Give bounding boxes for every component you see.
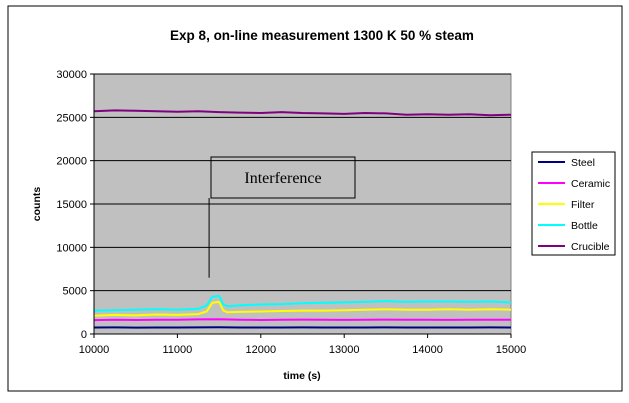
legend-label-steel: Steel (571, 157, 595, 169)
y-tick-label: 30000 (56, 69, 87, 81)
x-tick-label: 10000 (79, 344, 110, 356)
annotation-text: Interference (244, 170, 321, 187)
y-tick-label: 10000 (56, 242, 87, 254)
legend-label-bottle: Bottle (571, 220, 598, 232)
x-tick-label: 15000 (496, 344, 527, 356)
legend-label-filter: Filter (571, 199, 595, 211)
legend-label-ceramic: Ceramic (571, 178, 610, 190)
legend-label-crucible: Crucible (571, 241, 610, 253)
legend: Steel Ceramic Filter Bottle Crucible (532, 152, 615, 255)
y-axis-label: counts (31, 187, 43, 222)
x-tick-label: 13000 (329, 344, 360, 356)
x-axis-label: time (s) (283, 370, 320, 382)
x-tick-label: 14000 (412, 344, 443, 356)
y-tick-label: 0 (81, 329, 87, 341)
y-tick-label: 20000 (56, 156, 87, 168)
chart-title: Exp 8, on-line measurement 1300 K 50 % s… (170, 28, 474, 43)
x-tick-label: 12000 (246, 344, 277, 356)
x-tick-label: 11000 (163, 344, 193, 356)
y-tick-label: 25000 (56, 112, 87, 124)
series-line-ceramic (94, 319, 511, 320)
y-tick-label: 15000 (56, 199, 87, 211)
y-tick-label: 5000 (63, 286, 87, 298)
